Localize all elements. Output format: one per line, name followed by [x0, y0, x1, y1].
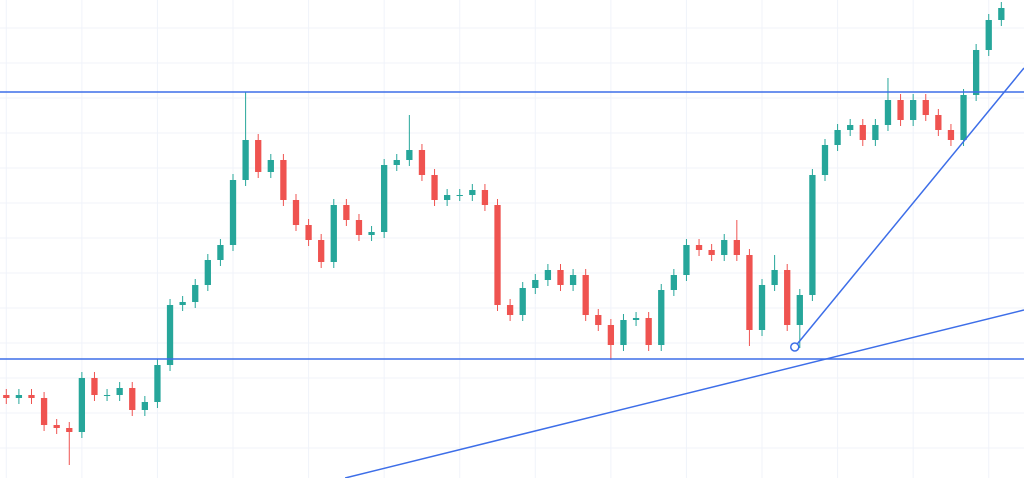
candle-body: [985, 20, 992, 50]
candle-body: [947, 130, 955, 140]
anchor-point: [790, 342, 800, 352]
candle-body: [179, 302, 186, 305]
candle-body: [796, 295, 803, 325]
trend-line: [344, 309, 1024, 478]
candle-body: [670, 275, 677, 290]
candle-body: [103, 395, 111, 396]
trend-line: [794, 67, 1024, 348]
candle-body: [733, 240, 740, 255]
candle-body: [330, 205, 337, 262]
candle-body: [494, 205, 501, 305]
candle-body: [922, 100, 929, 115]
candle-body: [204, 260, 211, 285]
candle-body: [821, 145, 829, 175]
candle-body: [255, 140, 262, 172]
candle-body: [368, 232, 375, 235]
candle-body: [217, 245, 224, 260]
candle-body: [960, 95, 967, 140]
candle-body: [481, 190, 489, 205]
candle-body: [66, 428, 73, 432]
candle-body: [658, 290, 665, 345]
candle-body: [884, 100, 892, 125]
candle-body: [506, 305, 514, 315]
candle-body: [443, 195, 451, 200]
candle-body: [229, 180, 237, 245]
candle-body: [469, 190, 476, 195]
candle-body: [746, 255, 753, 330]
candle-body: [318, 240, 325, 262]
candle-body: [771, 270, 778, 285]
candle-body: [532, 280, 539, 288]
candle-body: [859, 125, 866, 140]
candle-body: [116, 388, 123, 395]
candle-body: [343, 205, 350, 220]
candle-body: [381, 165, 388, 232]
candle-body: [897, 100, 904, 120]
candle-body: [557, 270, 564, 285]
candle-body: [292, 200, 300, 225]
candle-body: [595, 315, 602, 325]
candle-body: [998, 8, 1005, 20]
candle-body: [393, 160, 400, 165]
candle-body: [78, 378, 86, 432]
candle-body: [721, 240, 728, 255]
candle-body: [972, 50, 980, 95]
candle-body: [758, 285, 766, 330]
candle-body: [3, 395, 10, 398]
candle-body: [28, 395, 35, 398]
candle-body: [305, 225, 312, 240]
candle-body: [192, 285, 199, 302]
candle-body: [847, 125, 854, 130]
candle-body: [645, 318, 652, 345]
candle-body: [582, 275, 589, 315]
candle-body: [154, 365, 161, 402]
candle-body: [15, 395, 23, 398]
candle-body: [166, 305, 174, 365]
candle-body: [935, 115, 942, 130]
candle-body: [683, 245, 690, 275]
candle-body: [91, 378, 98, 395]
candle-body: [872, 125, 879, 140]
candle-body: [141, 402, 148, 410]
candle-body: [695, 245, 703, 250]
candle-body: [280, 160, 287, 200]
candle-body: [406, 150, 413, 160]
candle-body: [607, 325, 615, 345]
candle-body: [834, 130, 841, 145]
candle-body: [910, 100, 917, 120]
candle-body: [456, 195, 463, 196]
candle-body: [708, 250, 715, 255]
candle-body: [40, 398, 48, 425]
candle-body: [519, 288, 526, 315]
candle-body: [53, 425, 60, 428]
candle-body: [809, 175, 816, 295]
candle-body: [632, 318, 640, 320]
candle-body: [242, 140, 249, 180]
candle-body: [784, 270, 791, 325]
candle-body: [129, 388, 136, 410]
candle-body: [544, 270, 552, 280]
candle-body: [569, 275, 577, 285]
candle-body: [418, 150, 426, 175]
candle-body: [267, 160, 274, 172]
candle-body: [431, 175, 438, 200]
candle-body: [355, 220, 363, 235]
candle-body: [620, 320, 627, 345]
